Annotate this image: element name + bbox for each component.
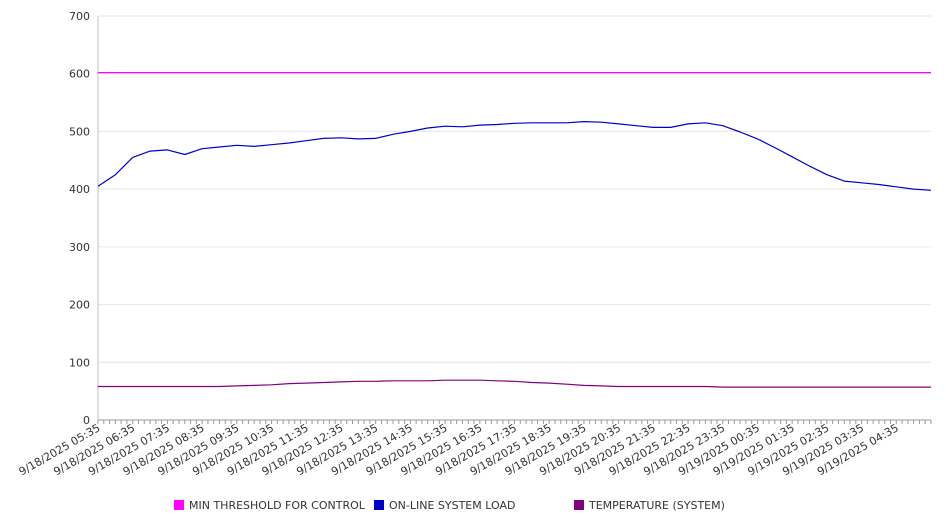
series-lines: [97, 71, 932, 388]
legend-item-system-load[interactable]: ON-LINE SYSTEM LOAD: [374, 496, 515, 514]
y-tick-label: 300: [69, 241, 90, 254]
x-tick-labels: 9/18/2025 05:359/18/2025 06:359/18/2025 …: [17, 421, 901, 478]
y-tick-label: 400: [69, 183, 90, 196]
series-line-1: [97, 120, 932, 191]
legend-label-min-threshold: MIN THRESHOLD FOR CONTROL: [189, 498, 365, 512]
axes: [97, 16, 932, 424]
legend-item-min-threshold[interactable]: MIN THRESHOLD FOR CONTROL: [174, 496, 365, 514]
legend-swatch-temperature: [574, 500, 584, 510]
legend-swatch-system-load: [374, 500, 384, 510]
y-tick-label: 0: [83, 414, 90, 427]
legend-label-temperature: TEMPERATURE (SYSTEM): [589, 498, 725, 512]
series-line-2: [98, 379, 931, 388]
y-tick-labels: 0 100 200 300 400 500 600 700: [69, 10, 90, 427]
y-tick-label: 200: [69, 299, 90, 312]
legend-label-system-load: ON-LINE SYSTEM LOAD: [389, 498, 516, 512]
legend: MIN THRESHOLD FOR CONTROL ON-LINE SYSTEM…: [0, 496, 946, 516]
legend-swatch-min-threshold: [174, 500, 184, 510]
legend-item-temperature[interactable]: TEMPERATURE (SYSTEM): [574, 496, 725, 514]
gridlines: [98, 15, 931, 363]
y-tick-label: 600: [69, 68, 90, 81]
y-tick-label: 100: [69, 356, 90, 369]
y-tick-label: 500: [69, 125, 90, 138]
chart-canvas: 0 100 200 300 400 500 600 700 9/18/2025 05:359/…: [17, 10, 932, 478]
y-tick-label: 700: [69, 10, 90, 23]
